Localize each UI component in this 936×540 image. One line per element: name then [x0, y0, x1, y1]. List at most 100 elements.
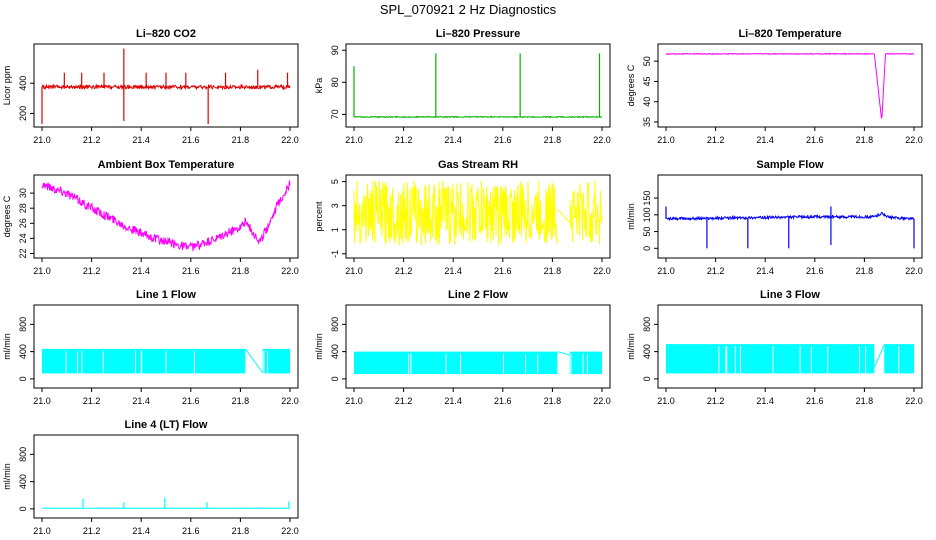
y-tick-label: 800 [18, 447, 28, 462]
series-line [244, 348, 264, 373]
y-axis-label: ml/min [2, 463, 12, 490]
y-axis-label: ml/min [2, 333, 12, 360]
x-tick-label: 22.0 [593, 396, 611, 406]
series-band [42, 348, 246, 374]
panel-line4: Line 4 (LT) Flow ml/min 21.0 21.2 21.4 21.6 21… [2, 419, 299, 536]
x-tick-label: 22.0 [281, 266, 299, 276]
x-tick-label: 22.0 [281, 135, 299, 145]
series-line [353, 180, 603, 246]
series-band [354, 351, 558, 375]
y-tick-label: 45 [642, 76, 652, 86]
x-tick-label: 22.0 [281, 526, 299, 536]
x-tick-label: 21.2 [395, 396, 413, 406]
y-tick-label: 35 [642, 117, 652, 127]
x-tick-label: 21.6 [494, 266, 512, 276]
y-tick-label: 800 [18, 317, 28, 332]
plot-frame [345, 43, 611, 128]
x-tick-label: 21.4 [132, 526, 150, 536]
y-tick-label: 5 [330, 179, 340, 184]
panel-pressure: Li–820 Pressure kPa 21.0 21.2 21.4 21.6 21.8 22… [314, 28, 611, 145]
panel-line1: Line 1 Flow ml/min 21.0 21.2 21.4 21.6 21.8 22.… [2, 289, 299, 406]
series-line [557, 351, 570, 356]
y-tick-label: 40 [642, 97, 652, 107]
series-line [41, 83, 291, 91]
x-tick-label: 21.0 [33, 396, 51, 406]
x-tick-label: 21.0 [345, 396, 363, 406]
y-tick-label: 150 [642, 191, 652, 206]
panel-title: Line 4 (LT) Flow [125, 419, 208, 431]
panel-ambient_temp: Ambient Box Temperature degrees C 21.0 21.2… [2, 159, 299, 276]
plot-frame [33, 434, 299, 519]
panel-title: Ambient Box Temperature [98, 159, 235, 171]
plot-frame [657, 304, 923, 389]
panel-co2: Li–820 CO2 Licor ppm 21.0 21.2 21.4 21.6 21.8 2… [2, 28, 299, 145]
plot-frame [345, 304, 611, 389]
y-axis-label: ml/min [626, 333, 636, 360]
panels: Li–820 CO2 Licor ppm 21.0 21.2 21.4 21.6 21.8 2… [2, 28, 923, 536]
x-tick-label: 21.4 [756, 266, 774, 276]
x-tick-label: 21.0 [657, 135, 675, 145]
x-tick-label: 21.6 [806, 396, 824, 406]
x-tick-label: 21.2 [395, 135, 413, 145]
x-tick-label: 21.2 [707, 266, 725, 276]
series-band [666, 344, 875, 374]
x-tick-label: 21.0 [657, 396, 675, 406]
y-axis-label: degrees C [626, 64, 636, 106]
x-tick-label: 21.4 [444, 135, 462, 145]
series-line [665, 52, 915, 119]
x-tick-label: 21.2 [83, 396, 101, 406]
x-tick-label: 21.4 [132, 396, 150, 406]
x-tick-label: 21.6 [182, 526, 200, 536]
y-tick-label: 400 [642, 344, 652, 359]
x-tick-label: 21.8 [856, 396, 874, 406]
x-tick-label: 22.0 [593, 135, 611, 145]
plot-frame [33, 304, 299, 389]
y-tick-label: 400 [18, 474, 28, 489]
y-tick-label: 90 [330, 45, 340, 55]
x-tick-label: 21.6 [494, 396, 512, 406]
y-axis-label: percent [314, 201, 324, 232]
panel-title: Li–820 Pressure [436, 28, 520, 40]
series-line [353, 115, 603, 119]
x-tick-label: 21.2 [707, 396, 725, 406]
x-tick-label: 21.6 [182, 396, 200, 406]
series-line [873, 344, 885, 368]
y-tick-label: 400 [330, 344, 340, 359]
panel-title: Gas Stream RH [438, 159, 518, 171]
x-tick-label: 21.8 [232, 266, 250, 276]
x-tick-label: 21.6 [806, 135, 824, 145]
y-tick-label: 24 [18, 233, 28, 243]
plot-frame [657, 174, 923, 259]
panel-line3: Line 3 Flow ml/min 21.0 21.2 21.4 21.6 21.8 22.… [626, 289, 923, 406]
panel-title: Line 2 Flow [448, 289, 508, 301]
x-tick-label: 22.0 [593, 266, 611, 276]
x-tick-label: 21.4 [132, 266, 150, 276]
y-tick-label: 0 [18, 376, 28, 381]
series-band [569, 351, 602, 375]
y-tick-label: 800 [642, 317, 652, 332]
y-tick-label: 200 [18, 106, 28, 121]
y-tick-label: 400 [18, 344, 28, 359]
x-tick-label: 21.4 [444, 396, 462, 406]
x-tick-label: 21.4 [132, 135, 150, 145]
plot-frame [657, 43, 923, 128]
x-tick-label: 21.0 [33, 135, 51, 145]
x-tick-label: 21.8 [544, 396, 562, 406]
x-tick-label: 21.8 [544, 266, 562, 276]
y-tick-label: -1 [330, 250, 340, 258]
x-tick-label: 21.8 [232, 135, 250, 145]
y-tick-label: 80 [330, 77, 340, 87]
y-tick-label: 0 [642, 246, 652, 251]
x-tick-label: 22.0 [905, 396, 923, 406]
x-tick-label: 21.0 [657, 266, 675, 276]
y-axis-label: degrees C [2, 195, 12, 237]
x-tick-label: 21.4 [756, 135, 774, 145]
y-tick-label: 50 [642, 227, 652, 237]
x-tick-label: 21.6 [806, 266, 824, 276]
y-tick-label: 30 [18, 188, 28, 198]
x-tick-label: 21.6 [182, 266, 200, 276]
panel-title: Li–820 CO2 [136, 28, 196, 40]
y-axis-label: ml/min [314, 333, 324, 360]
x-tick-label: 21.0 [33, 266, 51, 276]
plot-frame [33, 43, 299, 128]
